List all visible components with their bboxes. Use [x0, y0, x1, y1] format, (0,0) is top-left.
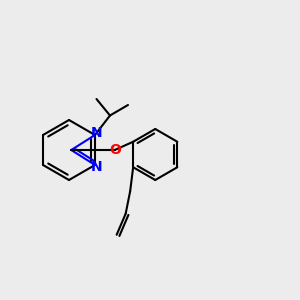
Text: N: N [91, 160, 102, 174]
Text: N: N [91, 126, 102, 140]
Text: O: O [109, 143, 121, 157]
